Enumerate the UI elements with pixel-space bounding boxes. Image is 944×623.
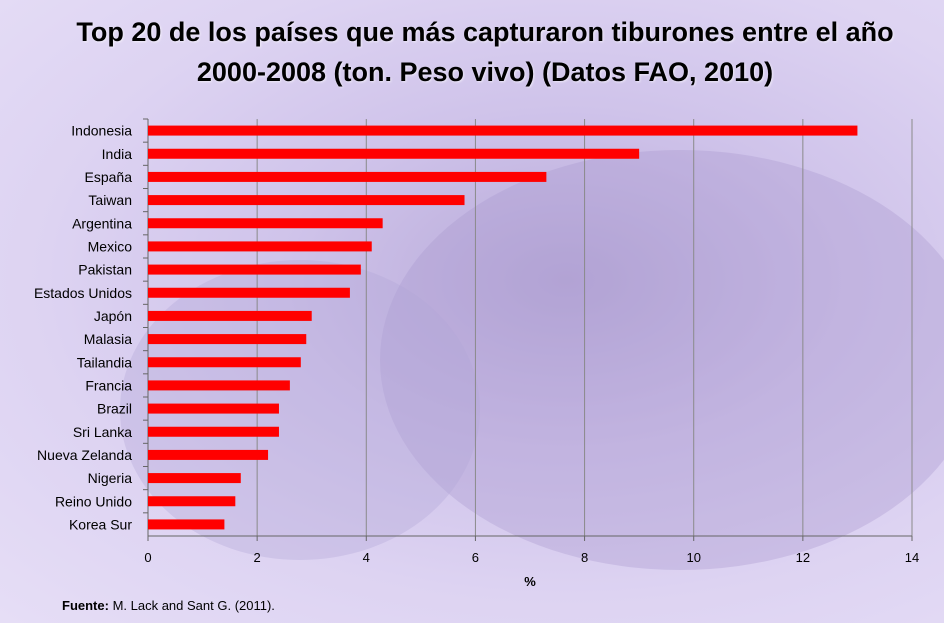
y-tick-label: Nueva Zelanda (37, 447, 132, 463)
y-tick-label: Indonesia (71, 123, 132, 139)
y-tick-label: Pakistan (78, 262, 132, 278)
y-tick-label: Mexico (88, 238, 133, 254)
bar (148, 334, 307, 345)
bar (148, 171, 547, 182)
x-tick-label: 2 (254, 550, 261, 565)
y-tick-label: Argentina (72, 215, 132, 231)
y-tick-label: India (102, 146, 133, 162)
bar (148, 496, 236, 507)
background-decoration (380, 150, 944, 570)
x-tick-label: 10 (686, 550, 700, 565)
y-tick-label: Tailandia (77, 354, 132, 370)
bar (148, 287, 350, 298)
bar (148, 218, 383, 229)
x-axis-label: % (524, 574, 536, 589)
y-tick-label: Estados Unidos (34, 285, 132, 301)
bar (148, 357, 301, 368)
x-tick-label: 4 (363, 550, 370, 565)
bar (148, 519, 225, 530)
source-label: Fuente: (62, 598, 109, 613)
source-text: M. Lack and Sant G. (2011). (112, 598, 275, 613)
x-tick-label: 0 (144, 550, 151, 565)
x-tick-label: 12 (796, 550, 810, 565)
y-tick-label: Francia (85, 377, 132, 393)
y-tick-label: Japón (94, 308, 132, 324)
bar (148, 148, 640, 159)
x-tick-label: 14 (905, 550, 919, 565)
bar (148, 195, 465, 206)
bar (148, 264, 361, 275)
y-tick-label: Taiwan (88, 192, 132, 208)
x-tick-label: 6 (472, 550, 479, 565)
y-tick-label: Brazil (97, 401, 132, 417)
title-line-1: Top 20 de los países que más capturaron … (76, 17, 894, 47)
y-tick-label: Korea Sur (69, 516, 132, 532)
bar (148, 310, 312, 321)
y-tick-label: España (85, 169, 133, 185)
y-tick-label: Nigeria (88, 470, 133, 486)
bar (148, 241, 372, 252)
y-tick-label: Sri Lanka (73, 424, 132, 440)
y-tick-label: Malasia (84, 331, 132, 347)
y-tick-label: Reino Unido (55, 493, 132, 509)
title-line-2: 2000-2008 (ton. Peso vivo) (Datos FAO, 2… (196, 57, 774, 87)
bar (148, 125, 858, 136)
bar (148, 380, 290, 391)
bar (148, 449, 269, 460)
bar (148, 403, 279, 414)
bar (148, 473, 241, 484)
bar (148, 426, 279, 437)
source-note: Fuente: M. Lack and Sant G. (2011). (62, 598, 275, 613)
chart-title: Top 20 de los países que más capturaron … (20, 12, 944, 92)
x-tick-label: 8 (581, 550, 588, 565)
